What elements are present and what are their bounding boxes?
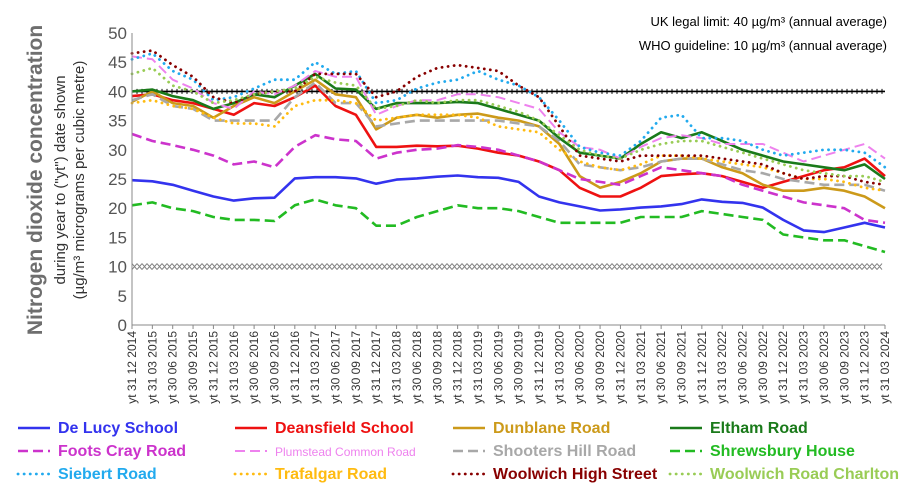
x-tick-label: yt 31 12 2014 [125,331,139,404]
legend-item: Foots Cray Road [18,443,186,460]
reference-line-10 [131,263,883,270]
x-tick-label: yt 31 12 2018 [451,331,465,404]
series-line [131,174,886,234]
x-tick-label: yt 31 12 2021 [695,331,709,404]
x-tick-label: yt 31 03 2024 [878,331,892,404]
legend-label: Dunblane Road [493,420,610,437]
y-axis-subtitle-1: during year to ("yt") date shown [52,75,69,284]
legend-item: Trafalgar Road [233,466,387,483]
y-tick-label: 20 [108,199,127,218]
x-tick-label: yt 30 06 2020 [573,331,587,404]
x-tick-label: yt 31 12 2020 [613,331,627,404]
series-lines [130,49,887,254]
x-tick-label: yt 31 03 2016 [227,331,241,404]
legend: De Lucy School Deansfield School Dunblane … [16,420,899,483]
legend-item: Woolwich High Street [451,466,658,483]
x-tick-label: yt 31 03 2021 [634,331,648,404]
y-tick-label: 30 [108,141,127,160]
legend-label: Siebert Road [58,466,157,483]
y-tick-label: 50 [108,24,127,43]
x-tick-label: yt 30 09 2016 [267,331,281,404]
y-tick-label: 0 [118,316,127,335]
legend-item: Shrewsbury House [670,443,855,460]
series-line [131,84,886,198]
x-tick-label: yt 31 12 2019 [532,331,546,404]
series-line [130,52,887,169]
x-tick-label: yt 30 09 2018 [430,331,444,404]
series-line [131,132,886,225]
x-tick-label: yt 30 09 2022 [756,331,770,404]
legend-label: Shooters Hill Road [493,443,636,460]
legend-item: Shooters Hill Road [453,443,636,460]
series-line [130,49,887,187]
x-tick-label: yt 30 09 2017 [349,331,363,404]
series-line [130,66,887,184]
x-tick-label: yt 31 03 2019 [471,331,485,404]
series-line [130,98,887,193]
x-tick-label: yt 30 06 2018 [410,331,424,404]
legend-label: Trafalgar Road [275,466,387,483]
x-tick-label: yt 31 12 2017 [369,331,383,404]
x-axis-ticks: yt 31 12 2014 yt 31 03 2015 yt 30 06 2015 y… [125,325,892,404]
x-tick-label: yt 31 12 2022 [776,331,790,404]
y-axis-labels: Nitrogen dioxide concentration during ye… [24,25,88,335]
legend-label: Woolwich High Street [493,466,658,483]
y-tick-label: 5 [118,287,127,306]
who-guideline-note: WHO guideline: 10 µg/m³ (annual average) [639,38,887,53]
y-axis-title: Nitrogen dioxide concentration [24,25,47,335]
legend-item: Dunblane Road [453,420,610,437]
x-tick-label: yt 30 09 2020 [593,331,607,404]
y-axis-subtitle-2: (µg/m³ micrograms per cubic metre) [71,61,88,300]
series-line [131,55,886,163]
legend-label: Deansfield School [275,420,414,437]
x-tick-label: yt 30 09 2015 [186,331,200,404]
limit-notes: UK legal limit: 40 µg/m³ (annual average… [639,14,887,53]
series-line [131,198,886,254]
legend-label: Foots Cray Road [58,443,186,460]
legend-label: Eltham Road [710,420,808,437]
legend-item: Deansfield School [235,420,414,437]
y-tick-label: 15 [108,228,127,247]
x-tick-label: yt 30 09 2023 [837,331,851,404]
y-tick-label: 45 [108,53,127,72]
x-tick-label: yt 31 12 2016 [288,331,302,404]
x-tick-label: yt 30 09 2019 [512,331,526,404]
uk-limit-note: UK legal limit: 40 µg/m³ (annual average… [650,14,887,29]
x-tick-label: yt 31 03 2022 [715,331,729,404]
legend-label: Woolwich Road Charlton [710,466,899,483]
x-tick-label: yt 31 03 2023 [797,331,811,404]
legend-item: Woolwich Road Charlton [668,466,899,483]
x-tick-label: yt 30 06 2023 [817,331,831,404]
y-tick-label: 40 [108,82,127,101]
y-tick-label: 10 [108,258,127,277]
x-tick-label: yt 31 03 2017 [308,331,322,404]
x-tick-label: yt 30 06 2021 [654,331,668,404]
x-tick-label: yt 31 12 2015 [206,331,220,404]
x-tick-label: yt 31 12 2023 [858,331,872,404]
x-tick-label: yt 31 03 2018 [390,331,404,404]
y-axis-ticks: 0 5 10 15 20 25 30 35 40 45 50 [108,24,127,335]
x-tick-label: yt 30 09 2021 [674,331,688,404]
y-tick-label: 35 [108,112,127,131]
x-tick-label: yt 30 06 2019 [491,331,505,404]
legend-item: Eltham Road [670,420,808,437]
x-tick-label: yt 30 06 2015 [166,331,180,404]
x-tick-label: yt 30 06 2022 [736,331,750,404]
axes [131,33,885,326]
y-tick-label: 25 [108,170,127,189]
legend-label: De Lucy School [58,420,178,437]
series-line [131,78,886,210]
x-tick-label: yt 31 03 2015 [145,331,159,404]
x-tick-label: yt 30 06 2016 [247,331,261,404]
legend-label: Shrewsbury House [710,443,855,460]
x-tick-label: yt 30 06 2017 [329,331,343,404]
series-line [131,72,886,181]
legend-item: Siebert Road [16,466,157,483]
reference-line-40 [131,88,885,94]
legend-item: De Lucy School [18,420,178,437]
x-tick-label: yt 31 03 2020 [552,331,566,404]
legend-item: Plumstead Common Road [235,445,416,459]
legend-label: Plumstead Common Road [275,445,416,459]
